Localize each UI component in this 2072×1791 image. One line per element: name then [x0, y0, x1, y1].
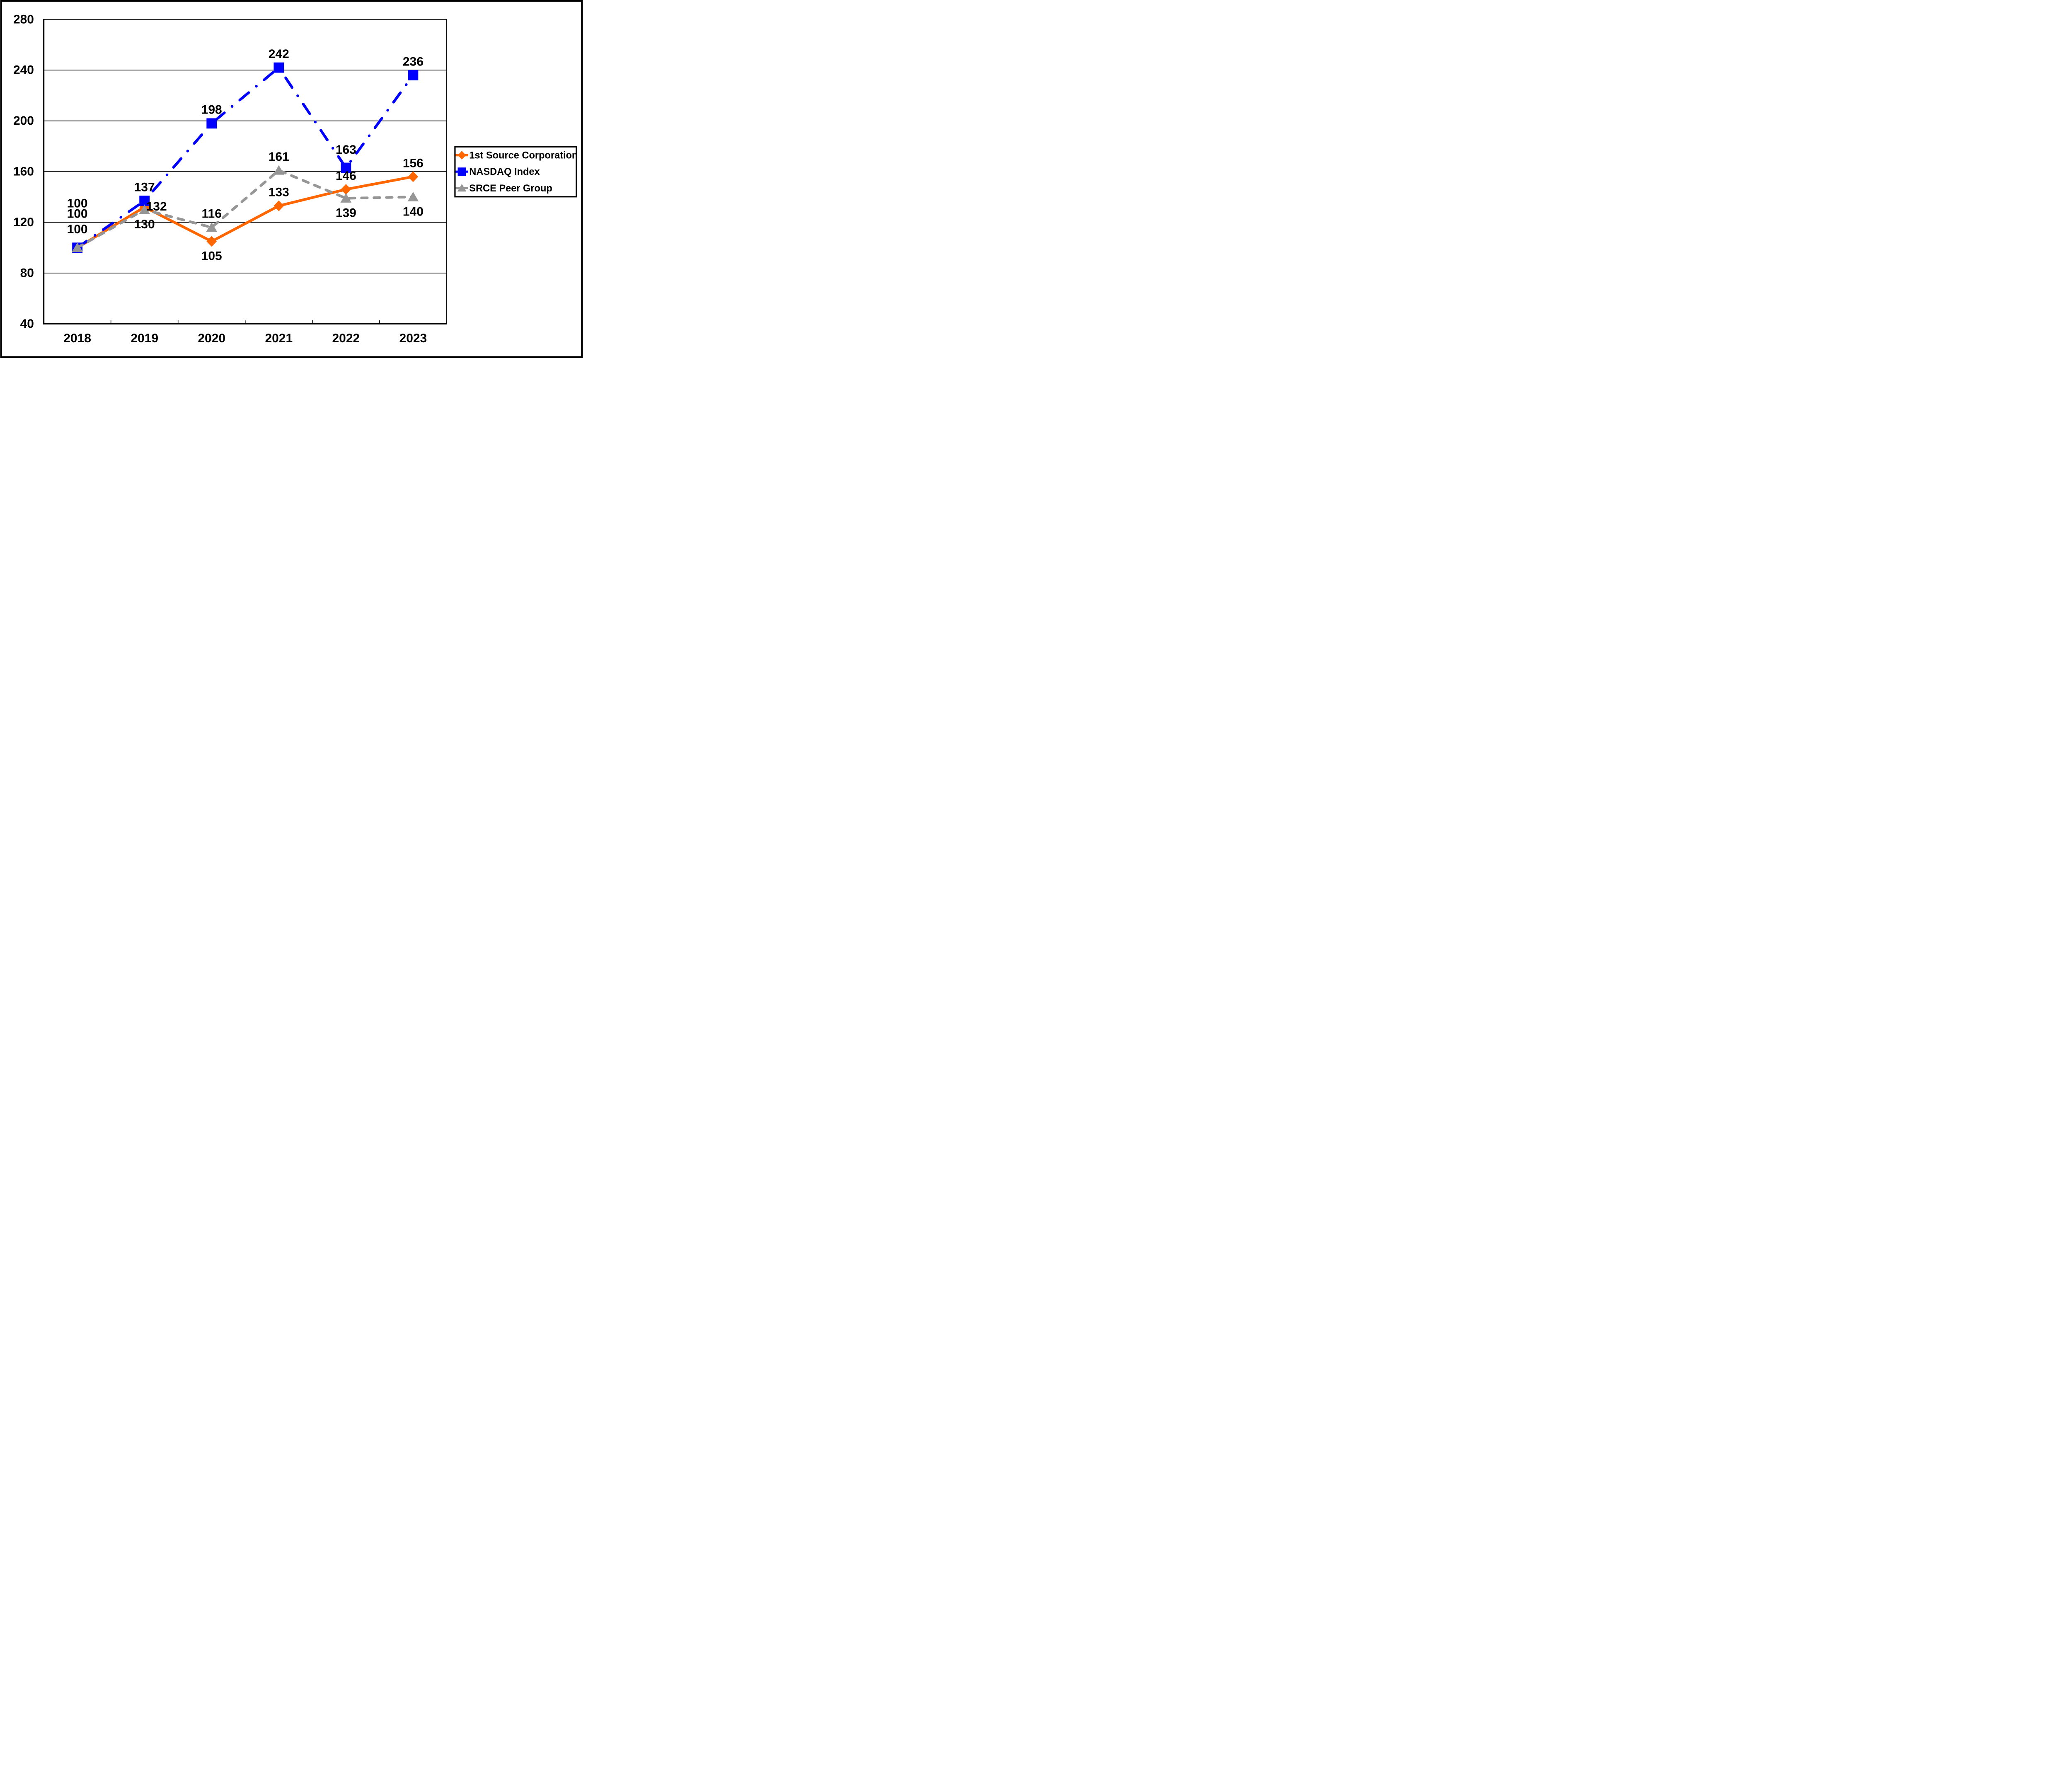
data-label-2021-133: 133 — [269, 186, 289, 199]
legend: 1st Source Corporation NASDAQ Index SRCE P… — [454, 146, 578, 198]
diamond-marker-2023 — [408, 171, 419, 182]
y-axis-label-80: 80 — [20, 266, 34, 280]
data-label-2021-161: 161 — [269, 150, 289, 164]
data-label-2021-242: 242 — [269, 47, 289, 61]
square-marker-2020 — [206, 118, 217, 129]
legend-item-1st-source-corporation: 1st Source Corporation — [455, 150, 578, 161]
series-srce-peer-group — [72, 165, 419, 252]
y-axis-label-200: 200 — [13, 114, 34, 128]
data-label-2019-137: 137 — [134, 180, 155, 194]
diamond-marker-2021 — [274, 200, 284, 211]
legend-item-srce-peer-group: SRCE Peer Group — [455, 183, 552, 194]
data-label-2019-130: 130 — [134, 218, 155, 231]
data-label-2018-100: 100 — [67, 223, 88, 236]
square-marker-2022 — [341, 162, 351, 173]
legend-box — [454, 146, 577, 198]
y-axis-label-240: 240 — [13, 63, 34, 77]
data-label-2020-105: 105 — [201, 249, 222, 263]
data-label-2023-236: 236 — [403, 55, 424, 68]
series-line-0 — [76, 175, 414, 249]
legend-label: NASDAQ Index — [469, 166, 540, 177]
data-label-2020-198: 198 — [201, 103, 222, 117]
legend-item-nasdaq-index: NASDAQ Index — [455, 166, 540, 177]
x-axis-label-2020: 2020 — [198, 332, 225, 345]
square-marker-legend-1 — [457, 167, 466, 176]
data-label-2023-140: 140 — [403, 205, 424, 218]
square-marker-2023 — [408, 70, 419, 80]
data-label-2023-156: 156 — [403, 156, 424, 170]
x-axis-label-2018: 2018 — [63, 332, 91, 345]
data-label-2018-100: 100 — [67, 196, 88, 210]
y-axis-labels: 40 80 120 160 200 240 280 — [13, 12, 34, 331]
triangle-marker-2020 — [206, 222, 218, 232]
triangle-marker-2022 — [340, 193, 352, 203]
series-1st-source-corporation — [72, 171, 419, 253]
legend-label: SRCE Peer Group — [469, 183, 552, 194]
triangle-marker-2018 — [72, 242, 83, 252]
data-label-2022-139: 139 — [336, 206, 356, 220]
x-axis-label-2022: 2022 — [332, 332, 360, 345]
data-label-2020-116: 116 — [202, 207, 222, 221]
square-marker-2019 — [139, 196, 150, 206]
image-border — [0, 0, 583, 358]
triangle-marker-2023 — [407, 191, 419, 201]
y-axis-label-120: 120 — [13, 215, 34, 229]
triangle-marker-2019 — [139, 204, 150, 214]
data-label-2018-100: 100 — [67, 207, 88, 220]
series-line-2 — [76, 169, 415, 249]
data-label-2022-163: 163 — [336, 143, 356, 157]
data-labels: 100 132 105 133 146 156 100 137 198 242 163 236 100 1… — [67, 47, 424, 263]
x-axis-label-2023: 2023 — [399, 332, 427, 345]
data-label-2022-146: 146 — [336, 169, 356, 183]
y-axis-label-280: 280 — [13, 12, 34, 26]
diamond-marker-2022 — [341, 184, 351, 195]
square-marker-2021 — [274, 62, 284, 73]
legend-label: 1st Source Corporation — [469, 150, 578, 161]
x-axis-label-2019: 2019 — [131, 332, 158, 345]
data-label-2019-132: 132 — [146, 200, 167, 213]
series-line-1 — [76, 65, 415, 249]
triangle-marker-2021 — [273, 165, 285, 175]
x-axis-label-2021: 2021 — [265, 332, 293, 345]
diamond-marker-2020 — [206, 236, 217, 247]
triangle-marker-legend-2 — [457, 184, 467, 192]
x-axis-labels: 2018 2019 2020 2021 2022 2023 — [63, 332, 427, 345]
gridlines — [44, 19, 447, 273]
y-axis-label-160: 160 — [13, 165, 34, 179]
stock-performance-figure: 40 80 120 160 200 240 280 2018 2019 2020 2021 2022 2… — [0, 0, 583, 358]
y-axis-label-40: 40 — [20, 317, 34, 331]
